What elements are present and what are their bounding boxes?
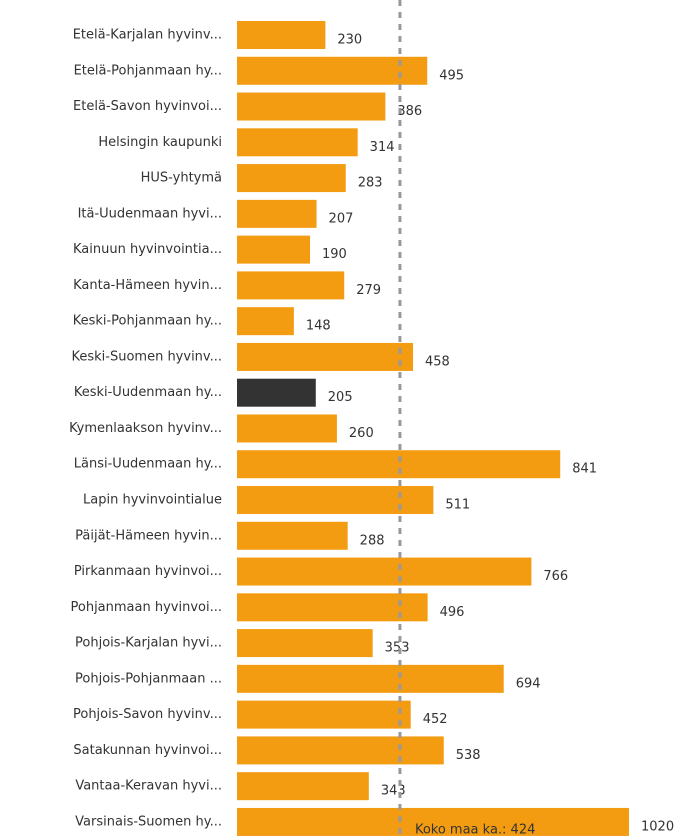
value-label: 283 xyxy=(358,176,383,191)
category-label: Pohjanmaan hyvinvoi... xyxy=(71,600,223,615)
category-label: Pohjois-Karjalan hyvi... xyxy=(75,636,222,651)
value-label: 230 xyxy=(337,33,362,48)
value-label: 205 xyxy=(328,390,353,405)
category-label: Etelä-Savon hyvinvoi... xyxy=(73,99,222,114)
bar xyxy=(237,164,346,193)
category-label: Päijät-Hämeen hyvin... xyxy=(75,528,222,543)
bar xyxy=(237,772,369,801)
bar xyxy=(237,92,386,121)
value-label: 511 xyxy=(445,498,470,513)
value-label: 148 xyxy=(306,319,331,334)
bar xyxy=(237,235,311,264)
bar xyxy=(237,807,629,836)
bar xyxy=(237,342,414,371)
category-label: Satakunnan hyvinvoi... xyxy=(73,743,222,758)
bar xyxy=(237,557,532,586)
value-label: 279 xyxy=(356,283,381,298)
category-label: Vantaa-Keravan hyvi... xyxy=(75,779,222,794)
bar xyxy=(237,521,348,550)
category-label: Kymenlaakson hyvinv... xyxy=(69,421,222,436)
bar xyxy=(237,21,326,49)
category-label: Pohjois-Savon hyvinv... xyxy=(73,707,222,722)
bar xyxy=(237,450,561,479)
value-label: 766 xyxy=(543,569,568,584)
bar xyxy=(237,486,434,515)
category-label: Itä-Uudenmaan hyvi... xyxy=(78,206,222,221)
bar xyxy=(237,664,504,693)
bar xyxy=(237,271,345,300)
value-label: 841 xyxy=(572,462,597,477)
value-label: 314 xyxy=(370,140,395,155)
category-label: Keski-Pohjanmaan hy... xyxy=(73,314,222,329)
bar xyxy=(237,736,444,765)
value-label: 353 xyxy=(385,641,410,656)
category-label: Pohjois-Pohjanmaan ... xyxy=(75,671,222,686)
category-label: Helsingin kaupunki xyxy=(98,135,222,150)
category-label: Pirkanmaan hyvinvoi... xyxy=(74,564,222,579)
value-label: 458 xyxy=(425,354,450,369)
value-label: 452 xyxy=(423,712,448,727)
value-label: 343 xyxy=(381,784,406,799)
bar xyxy=(237,307,294,336)
value-label: 496 xyxy=(440,605,465,620)
value-label: 694 xyxy=(516,676,541,691)
value-label: 190 xyxy=(322,247,347,262)
category-label: Keski-Suomen hyvinv... xyxy=(71,349,222,364)
category-label: Lapin hyvinvointialue xyxy=(83,493,222,508)
bar xyxy=(237,629,373,658)
category-label: Varsinais-Suomen hy... xyxy=(75,814,222,829)
value-label: 386 xyxy=(397,104,422,119)
category-label: HUS-yhtymä xyxy=(141,171,222,186)
category-label: Länsi-Uudenmaan hy... xyxy=(74,457,222,472)
value-label: 1020 xyxy=(641,819,674,834)
value-label: 260 xyxy=(349,426,374,441)
value-label: 288 xyxy=(360,533,385,548)
bar xyxy=(237,199,317,228)
category-label: Kainuun hyvinvointia... xyxy=(73,242,222,257)
reference-label: Koko maa ka.: 424 xyxy=(415,823,535,838)
value-label: 495 xyxy=(439,68,464,83)
value-label: 538 xyxy=(456,748,481,763)
category-label: Keski-Uudenmaan hy... xyxy=(74,385,222,400)
bar xyxy=(237,378,316,407)
bar xyxy=(237,56,428,85)
category-label: Etelä-Pohjanmaan hy... xyxy=(74,63,222,78)
bar xyxy=(237,700,411,729)
bar xyxy=(237,593,428,622)
category-label: Kanta-Hämeen hyvin... xyxy=(73,278,222,293)
category-label: Etelä-Karjalan hyvinv... xyxy=(73,28,222,43)
bar xyxy=(237,128,358,157)
value-label: 207 xyxy=(329,211,354,226)
bar xyxy=(237,414,337,443)
